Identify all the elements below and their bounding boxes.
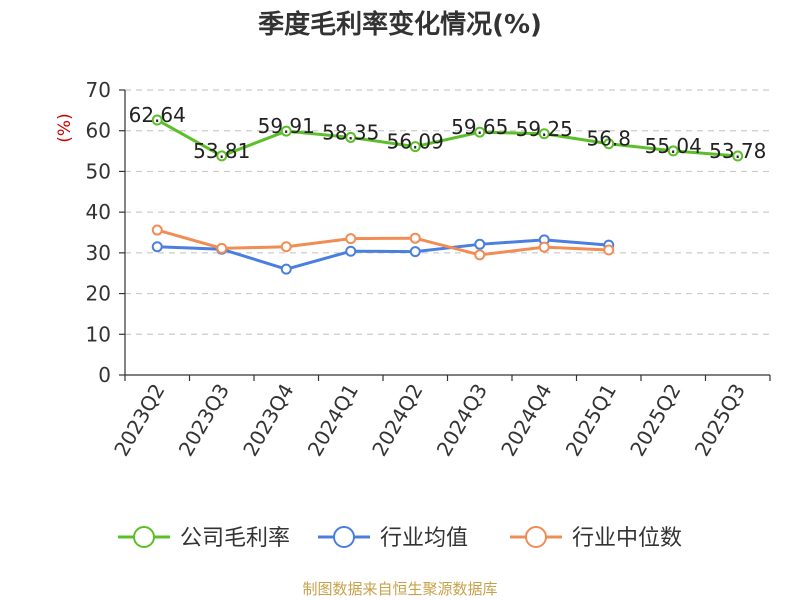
data-label: 55.04 [645, 134, 702, 158]
data-point [280, 241, 292, 253]
legend-label: 公司毛利率 [180, 526, 290, 551]
x-tick-label: 2023Q4 [238, 380, 298, 461]
legend-item-2: 行业中位数 [510, 526, 682, 551]
data-point [345, 233, 357, 245]
data-point [538, 128, 550, 140]
data-point [474, 126, 486, 138]
x-tick-label: 2025Q2 [625, 380, 685, 461]
legend-marker [525, 526, 547, 548]
data-label: 53.81 [193, 139, 250, 163]
x-tick-label: 2024Q1 [303, 380, 363, 461]
y-tick-label: 10 [86, 322, 111, 346]
legend-marker [333, 526, 355, 548]
x-tick-label: 2025Q1 [561, 380, 621, 461]
data-point [409, 232, 421, 244]
legend-item-1: 行业均值 [318, 526, 468, 551]
series-line [156, 228, 609, 257]
chart-title: 季度毛利率变化情况(%) [258, 10, 542, 40]
x-tick-label: 2024Q2 [367, 380, 427, 461]
data-label: 58.35 [322, 120, 379, 144]
y-tick-label: 30 [86, 241, 111, 265]
legend-item-0: 公司毛利率 [118, 526, 290, 551]
data-point [345, 131, 357, 143]
data-point [280, 263, 292, 275]
x-tick-label: 2025Q3 [690, 380, 750, 461]
data-label: 59.25 [516, 117, 573, 141]
y-tick-label: 50 [86, 159, 111, 183]
y-axis-label: (%) [55, 113, 75, 142]
data-label: 56.8 [586, 127, 631, 151]
data-label: 59.91 [258, 114, 315, 138]
legend-marker [133, 526, 155, 548]
y-tick-label: 40 [86, 200, 111, 224]
data-point [732, 150, 744, 162]
data-label: 53.78 [709, 139, 766, 163]
legend-label: 行业中位数 [572, 526, 682, 551]
data-point [151, 114, 163, 126]
legend-label: 行业均值 [380, 526, 468, 551]
data-point [474, 238, 486, 250]
data-point [409, 141, 421, 153]
data-label: 62.64 [129, 103, 186, 127]
data-point [538, 241, 550, 253]
data-point [151, 224, 163, 236]
data-point [280, 125, 292, 137]
data-point [345, 245, 357, 257]
data-point [603, 138, 615, 150]
series-line [157, 238, 609, 271]
data-point [667, 145, 679, 157]
y-tick-label: 20 [86, 282, 111, 306]
data-point [409, 246, 421, 258]
data-point [151, 241, 163, 253]
series-0: 62.64 53.81 59.91 58.35 56.09 59.65 59.25 56.8 5… [129, 103, 767, 163]
data-point [216, 242, 228, 254]
y-tick-label: 0 [98, 363, 111, 387]
data-point [603, 244, 615, 256]
y-tick-label: 70 [86, 78, 111, 102]
data-point [474, 249, 486, 261]
x-tick-label: 2024Q3 [432, 380, 492, 461]
data-label: 59.65 [451, 115, 508, 139]
data-point [216, 150, 228, 162]
y-tick-label: 60 [86, 119, 111, 143]
x-tick-label: 2024Q4 [496, 380, 556, 461]
series-2 [151, 224, 615, 261]
series-line [156, 118, 738, 158]
x-tick-label: 2023Q3 [174, 380, 234, 461]
x-tick-label: 2023Q2 [109, 380, 169, 461]
source-note: 制图数据来自恒生聚源数据库 [302, 580, 498, 598]
series-1 [151, 234, 615, 275]
data-label: 56.09 [387, 130, 444, 154]
